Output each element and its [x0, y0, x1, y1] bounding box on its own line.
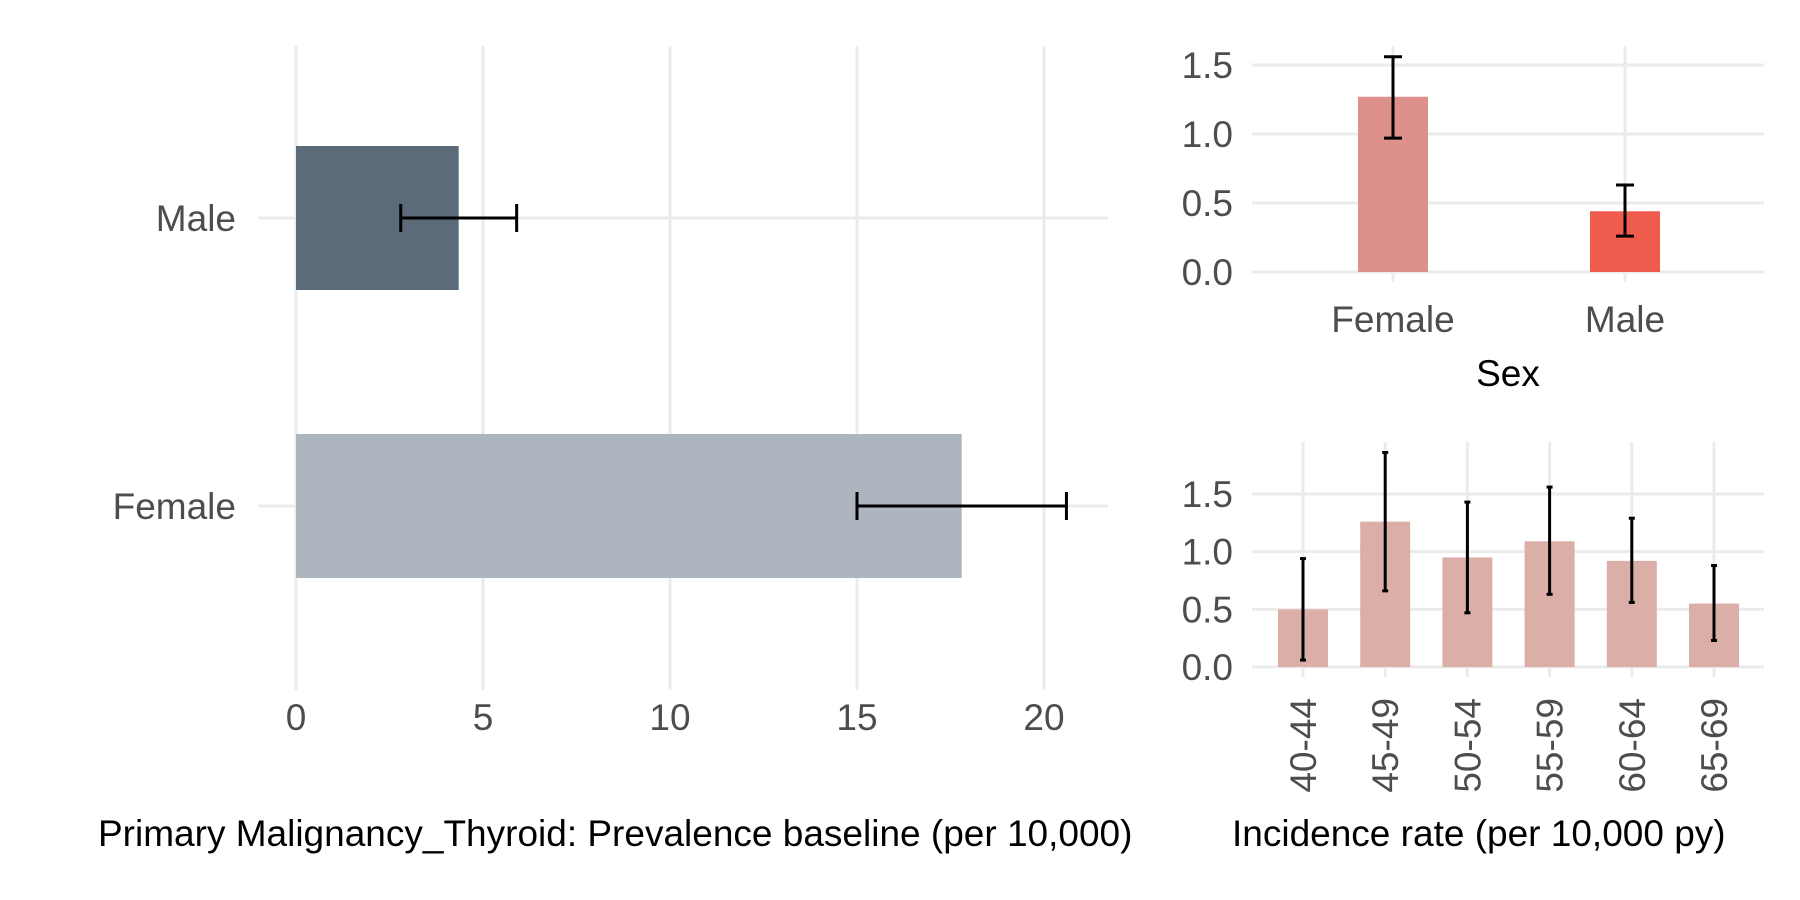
y-tick-label: 0.0	[1182, 252, 1233, 293]
x-tick-label: 45-49	[1365, 698, 1406, 793]
x-tick-label: 0	[286, 697, 307, 738]
x-tick-label: 65-69	[1694, 698, 1735, 793]
x-tick-label: 50-54	[1447, 698, 1488, 793]
prevalence-panel: 0 5 10 15 20 Male Female	[113, 46, 1108, 738]
y-tick-label: 1.0	[1182, 532, 1233, 573]
y-tick-label: 1.0	[1182, 114, 1233, 155]
bar-female	[296, 434, 962, 578]
y-tick-label: Female	[113, 486, 236, 527]
x-tick-label: 5	[473, 697, 494, 738]
y-tick-label: Male	[156, 198, 236, 239]
x-tick-label: Male	[1585, 299, 1665, 340]
y-tick-label: 1.5	[1182, 474, 1233, 515]
sex-incidence-panel: 0.0 0.5 1.0 1.5 Female Male	[1182, 45, 1764, 340]
sex-x-axis-title: Sex	[1476, 353, 1540, 394]
y-tick-label: 0.5	[1182, 183, 1233, 224]
x-tick-label: 60-64	[1612, 698, 1653, 793]
age-incidence-panel: 0.0 0.5 1.0 1.5 40-44 45-49 50-54 55-59 60-64 65-…	[1182, 442, 1764, 793]
x-tick-label: 20	[1023, 697, 1064, 738]
y-tick-label: 0.5	[1182, 589, 1233, 630]
y-tick-label: 0.0	[1182, 647, 1233, 688]
prevalence-x-axis-title: Primary Malignancy_Thyroid: Prevalence b…	[98, 813, 1132, 854]
x-tick-label: Female	[1331, 299, 1454, 340]
x-tick-label: 15	[836, 697, 877, 738]
x-tick-label: 40-44	[1283, 698, 1324, 793]
incidence-x-axis-title: Incidence rate (per 10,000 py)	[1232, 813, 1726, 854]
x-tick-label: 10	[649, 697, 690, 738]
x-tick-label: 55-59	[1530, 698, 1571, 793]
y-tick-label: 1.5	[1182, 45, 1233, 86]
